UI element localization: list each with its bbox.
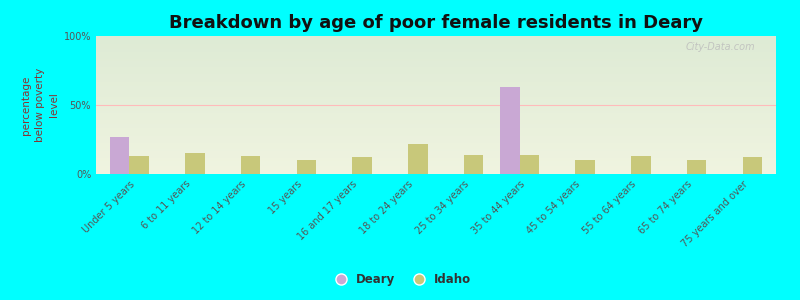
Title: Breakdown by age of poor female residents in Deary: Breakdown by age of poor female resident… (169, 14, 703, 32)
Bar (631, 156, 650, 174)
Y-axis label: percentage
below poverty
level: percentage below poverty level (22, 68, 59, 142)
Legend: Deary, Idaho: Deary, Idaho (324, 269, 476, 291)
Bar (575, 160, 595, 174)
Text: City-Data.com: City-Data.com (686, 41, 755, 52)
Bar (520, 155, 539, 174)
Bar (297, 160, 316, 174)
Bar (687, 160, 706, 174)
Bar (408, 144, 428, 174)
Bar (185, 153, 205, 174)
Bar (130, 156, 149, 174)
Bar (500, 87, 520, 174)
Bar (742, 158, 762, 174)
Bar (352, 158, 372, 174)
Bar (241, 156, 261, 174)
Bar (464, 155, 483, 174)
Bar (110, 137, 130, 174)
